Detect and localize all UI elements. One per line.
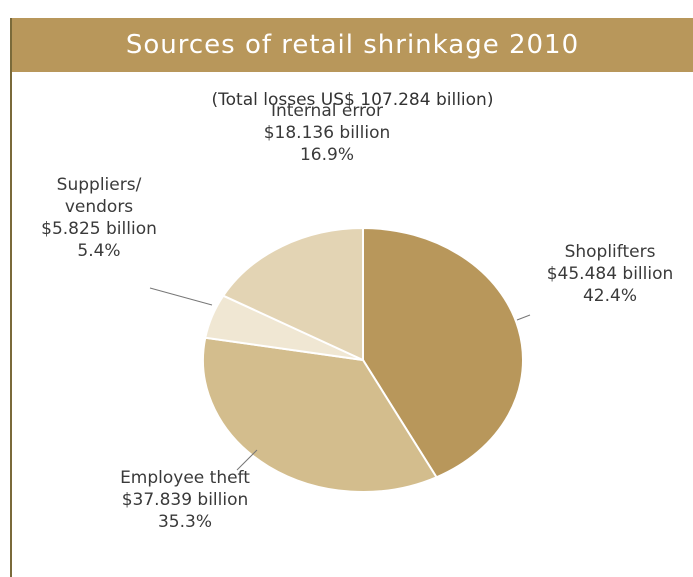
slice-label-shoplifters: Shoplifters $45.484 billion 42.4% (547, 242, 674, 306)
pie-slice-shoplifters (362, 226, 524, 479)
slice-label-employee-theft: Employee theft $37.839 billion 35.3% (120, 468, 250, 532)
slice-label-suppliers-vendors: Suppliers/vendors $5.825 billion 5.4% (41, 175, 157, 261)
title-bar: Sources of retail shrinkage 2010 (12, 18, 693, 72)
chart-subtitle: (Total losses US$ 107.284 billion) (211, 90, 494, 110)
slice-labels: Shoplifters $45.484 billion 42.4% Employee … (41, 101, 673, 532)
chart-title: Sources of retail shrinkage 2010 (125, 30, 580, 60)
pie-slice-internal-error (221, 226, 364, 362)
leader-line-employee-theft (236, 449, 258, 471)
leader-line-shoplifters (516, 314, 531, 321)
pie-slice-employee-theft (202, 336, 439, 493)
slice-label-internal-error: Internal error $18.136 billion 16.9% (264, 101, 391, 165)
pie-slices (202, 226, 524, 493)
leader-lines (149, 287, 531, 471)
leader-line-suppliers-vendors (149, 287, 213, 306)
